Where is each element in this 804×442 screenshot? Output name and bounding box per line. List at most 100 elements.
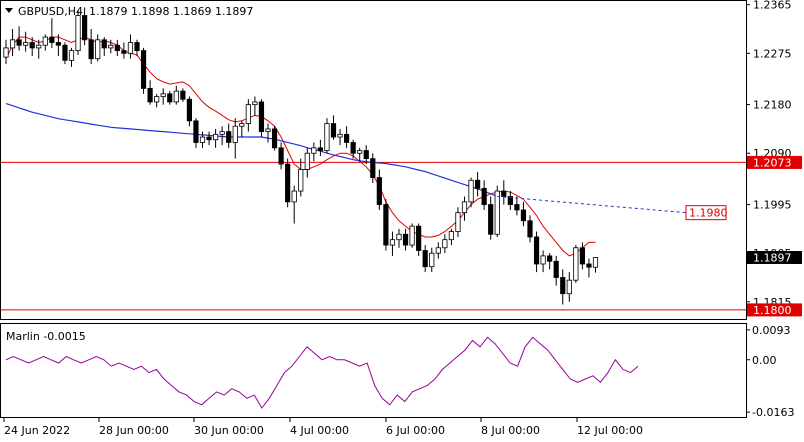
candle-body bbox=[226, 131, 232, 143]
candle-body bbox=[42, 36, 48, 46]
candle-body bbox=[317, 147, 324, 151]
time-tick-label: 12 Jul 00:00 bbox=[577, 424, 643, 437]
candle-body bbox=[350, 142, 356, 154]
candle-body bbox=[36, 44, 42, 49]
current-price-tag bbox=[747, 251, 802, 265]
candle-body bbox=[566, 279, 572, 295]
candle-body bbox=[62, 44, 68, 61]
candle-body bbox=[501, 190, 507, 197]
candle-body bbox=[455, 212, 461, 232]
candle-body bbox=[527, 220, 533, 238]
candle-body bbox=[514, 204, 520, 211]
indicator-title: Marlin -0.0015 bbox=[6, 330, 86, 343]
candle-body bbox=[488, 204, 494, 235]
candle-body bbox=[3, 47, 9, 58]
time-tick-label: 8 Jul 00:00 bbox=[481, 424, 540, 437]
candle-body bbox=[258, 101, 265, 133]
candle-body bbox=[357, 150, 363, 154]
candle-body bbox=[121, 50, 127, 54]
candle-body bbox=[140, 50, 147, 89]
candle-body bbox=[291, 190, 297, 203]
time-axis: 24 Jun 2022 28 Jun 00:00 30 Jun 00:00 4 Jul… bbox=[3, 418, 643, 437]
candle-body bbox=[376, 177, 382, 205]
candle-body bbox=[481, 187, 487, 205]
symbol-quote-header: GBPUSD,H4 1.1879 1.1898 1.1869 1.1897 bbox=[18, 5, 253, 18]
resistance-price-label: 1.2073 bbox=[753, 156, 792, 169]
indicator-tick-label: 0.00 bbox=[752, 354, 777, 367]
candle-body bbox=[592, 257, 599, 268]
candle-body bbox=[9, 39, 16, 49]
candle-body bbox=[173, 90, 179, 103]
candle-body bbox=[409, 225, 415, 246]
candle-body bbox=[154, 96, 160, 103]
candle-body bbox=[520, 209, 527, 222]
symbol-dropdown-icon[interactable] bbox=[5, 8, 13, 13]
marlin-line bbox=[5, 336, 639, 409]
candlesticks bbox=[3, 7, 599, 305]
candle-body bbox=[298, 169, 304, 192]
price-tick-label: 1.2180 bbox=[753, 99, 792, 112]
candle-body bbox=[389, 239, 396, 246]
support-price-tag bbox=[747, 303, 802, 317]
target-projection-line bbox=[497, 195, 687, 214]
candle-body bbox=[160, 93, 166, 97]
candle-body bbox=[147, 88, 153, 103]
candle-body bbox=[370, 158, 376, 178]
time-tick-label: 6 Jul 00:00 bbox=[386, 424, 445, 437]
candle-body bbox=[547, 255, 553, 262]
candle-body bbox=[95, 39, 101, 60]
candle-body bbox=[55, 42, 62, 46]
candle-body bbox=[416, 225, 422, 251]
candle-body bbox=[553, 260, 559, 278]
candle-body bbox=[101, 39, 107, 49]
blue-ma-line bbox=[5, 103, 498, 198]
candle-body bbox=[82, 15, 88, 41]
candle-body bbox=[75, 15, 81, 52]
candle-body bbox=[29, 42, 35, 49]
candle-body bbox=[540, 255, 546, 265]
candle-body bbox=[180, 90, 186, 100]
candle-body bbox=[533, 236, 540, 265]
blue-moving-average bbox=[5, 103, 498, 198]
marlin-oscillator bbox=[5, 336, 639, 409]
candle-body bbox=[586, 263, 592, 268]
symbol-timeframe: GBPUSD,H4 bbox=[18, 5, 83, 18]
candle-body bbox=[343, 133, 350, 143]
candle-body bbox=[252, 101, 258, 106]
candle-body bbox=[108, 44, 114, 49]
candle-body bbox=[278, 147, 284, 165]
candle-body bbox=[265, 128, 271, 133]
candle-body bbox=[219, 131, 225, 135]
candle-body bbox=[186, 98, 192, 122]
candle-body bbox=[193, 120, 199, 143]
candle-body bbox=[311, 147, 317, 154]
candle-body bbox=[134, 42, 140, 52]
candle-body bbox=[579, 247, 586, 265]
indicator-panel-frame bbox=[0, 323, 747, 418]
candle-body bbox=[573, 247, 579, 281]
candle-body bbox=[271, 128, 278, 149]
target-price-label: 1.1980 bbox=[689, 207, 728, 220]
candle-body bbox=[448, 231, 455, 241]
candle-body bbox=[49, 36, 55, 43]
time-tick-label: 4 Jul 00:00 bbox=[290, 424, 349, 437]
candle-body bbox=[494, 190, 500, 235]
indicator-tick-label: 0.0093 bbox=[752, 324, 791, 337]
candle-body bbox=[285, 163, 291, 203]
candle-body bbox=[507, 196, 513, 205]
candle-body bbox=[304, 152, 310, 170]
candle-body bbox=[442, 239, 448, 249]
candle-body bbox=[560, 277, 566, 295]
candle-body bbox=[239, 123, 245, 127]
candle-body bbox=[330, 123, 337, 138]
candle-body bbox=[363, 150, 369, 160]
candle-body bbox=[199, 136, 206, 143]
candle-body bbox=[468, 179, 474, 203]
price-tick-label: 1.2275 bbox=[753, 47, 792, 60]
candle-body bbox=[245, 104, 251, 124]
price-tick-label: 1.2365 bbox=[753, 0, 792, 12]
time-tick-label: 24 Jun 2022 bbox=[4, 424, 70, 437]
candle-body bbox=[127, 42, 134, 54]
